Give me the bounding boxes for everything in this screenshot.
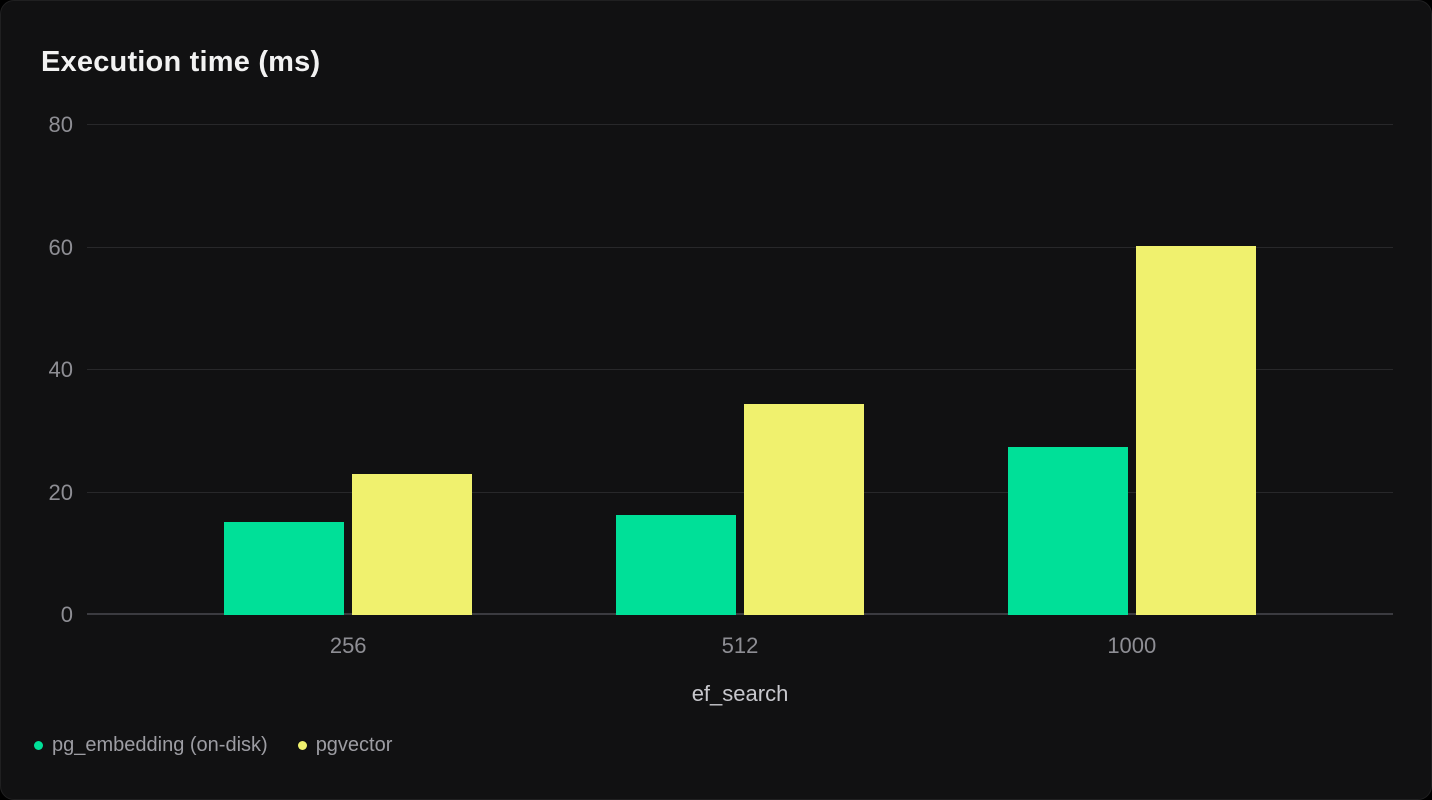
y-axis-tick-labels: 0 20 40 60 80 (31, 114, 73, 626)
x-axis-title: ef_search (691, 681, 789, 706)
legend-label: pgvector (315, 734, 393, 756)
bar-1000-series-0 (1007, 446, 1128, 615)
y-tick-label: 0 (60, 602, 73, 627)
gridline (87, 369, 1393, 370)
x-tick-label: 256 (329, 633, 367, 658)
bar-256-series-0 (224, 521, 345, 615)
gridline (87, 246, 1393, 248)
x-tick-label: 1000 (1107, 633, 1157, 658)
bar-1000-series-1 (1135, 245, 1256, 615)
legend-label: pg_embedding (on-disk) (52, 734, 268, 756)
bar-512-series-1 (744, 403, 864, 615)
plot-area: ef_search 256 512 1000 (87, 124, 1393, 706)
legend-dot-icon (34, 741, 43, 750)
y-tick-label: 20 (48, 479, 73, 505)
legend-item-1[interactable]: pgvector (297, 734, 393, 757)
bar-512-series-0 (616, 514, 736, 615)
y-tick-label: 60 (48, 234, 73, 260)
legend-item-0[interactable]: pg_embedding (on-disk) (34, 734, 268, 757)
gridline (87, 491, 1393, 493)
y-tick-label: 40 (48, 357, 73, 382)
x-tick-label: 512 (721, 633, 759, 658)
gridline (87, 124, 1393, 125)
chart-title: Execution time (ms) (41, 46, 321, 78)
x-axis-line (87, 613, 1393, 615)
legend-dot-icon (297, 741, 307, 750)
legend: pg_embedding (on-disk) pgvector (34, 734, 392, 757)
y-tick-label: 80 (48, 112, 73, 137)
bar-256-series-1 (352, 474, 473, 615)
